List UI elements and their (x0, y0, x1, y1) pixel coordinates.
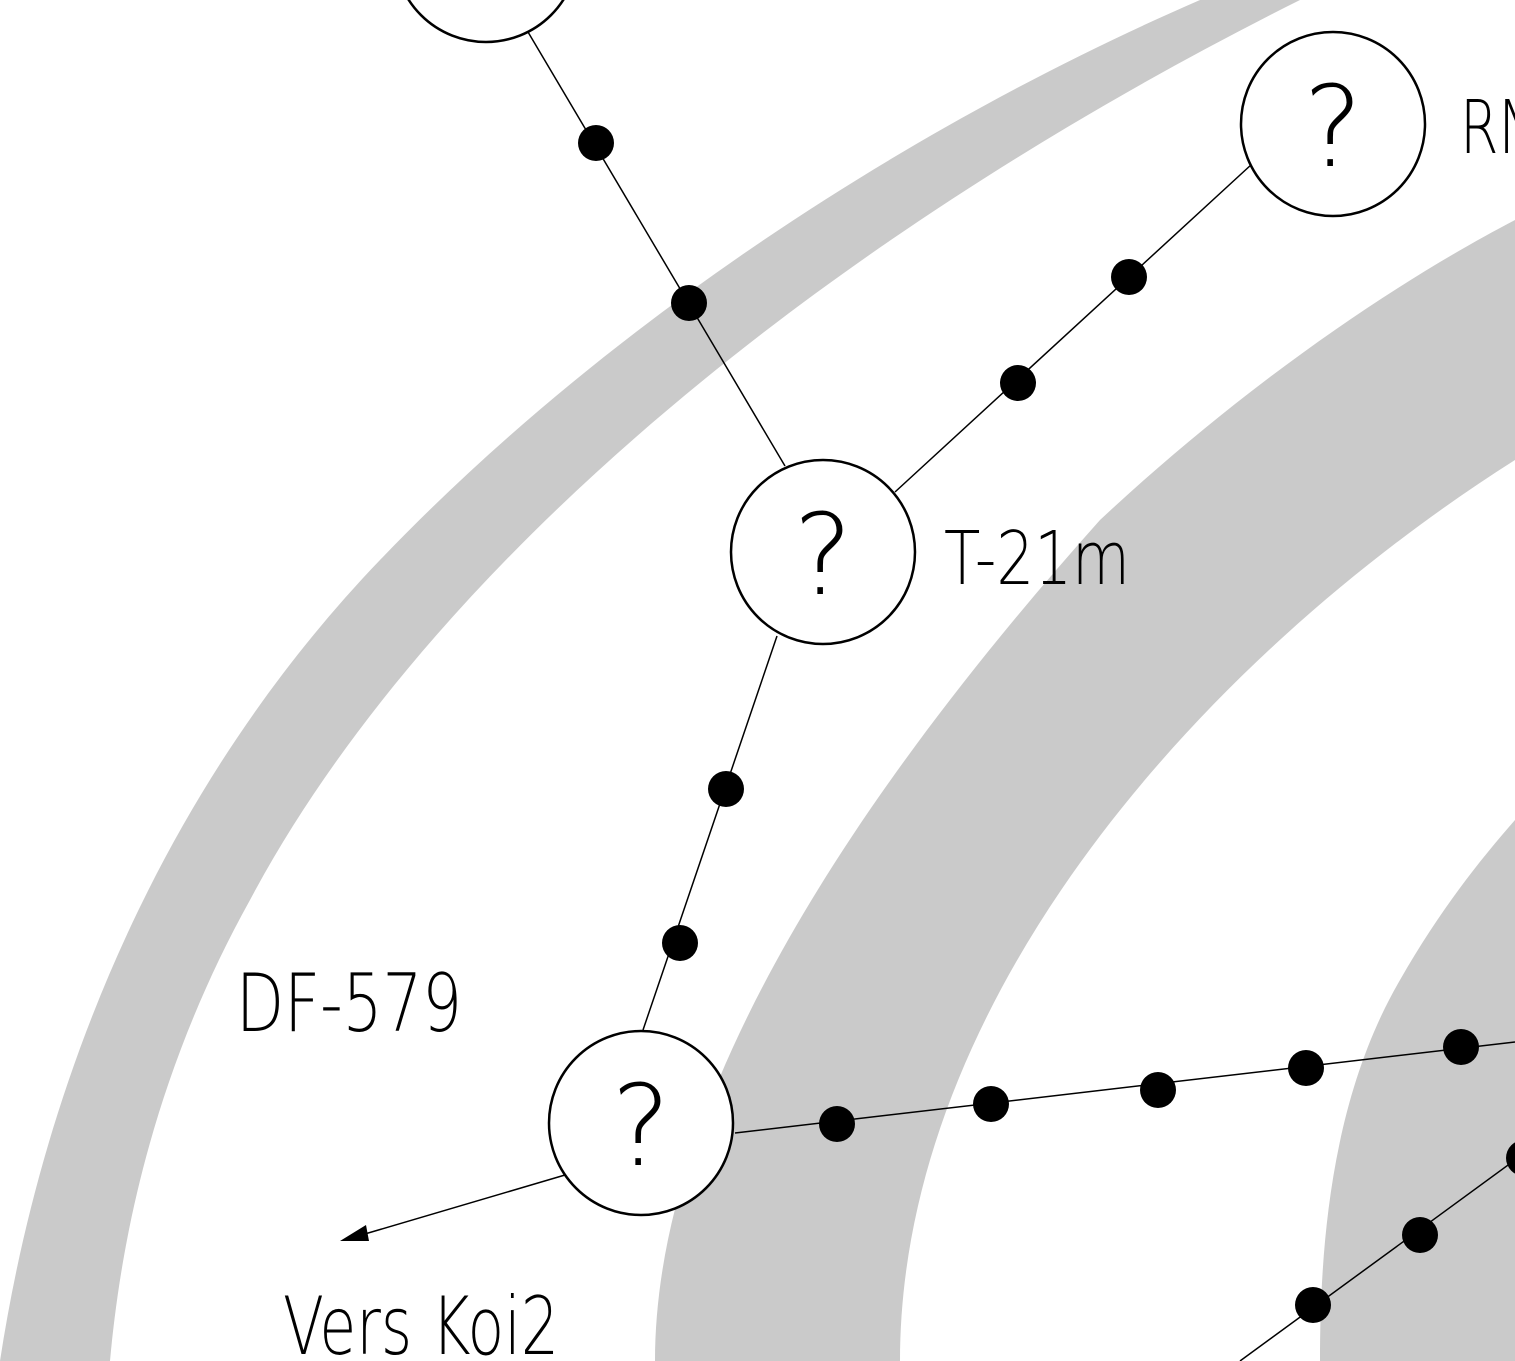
system-label-df579: DF-579 (236, 957, 462, 1050)
route-df579-east (734, 1041, 1515, 1134)
system-circle (547, 1029, 735, 1217)
waypoint (1111, 259, 1147, 295)
waypoint (1506, 1142, 1515, 1174)
waypoints (578, 125, 1515, 1323)
system-label-rn: RN (1460, 85, 1515, 171)
waypoint (1295, 1287, 1331, 1323)
system-node-df579[interactable]: ? (547, 1029, 735, 1217)
unknown-system-symbol: ? (1303, 63, 1362, 193)
unknown-system-symbol: ? (611, 1062, 670, 1192)
exit-label-koi2: Vers Koi2 (283, 1280, 559, 1361)
route-exit-koi2 (357, 1174, 566, 1237)
waypoint (973, 1086, 1009, 1122)
exit-arrow-head (340, 1225, 369, 1241)
waypoint (1443, 1029, 1479, 1065)
route-top-to-t21m (527, 31, 786, 467)
waypoint (578, 125, 614, 161)
system-node-rn[interactable]: ? (1239, 30, 1427, 218)
waypoint (819, 1106, 855, 1142)
routes (357, 31, 1515, 1361)
system-circle (407, 0, 565, 44)
system-label-t21m: T-21m (944, 516, 1130, 602)
system-node-t21m[interactable]: ? (729, 458, 917, 646)
system-circle (1239, 30, 1427, 218)
unknown-system-symbol: ? (793, 491, 852, 621)
route-rn-to-t21m (894, 163, 1253, 493)
system-node-top[interactable]: ? (394, 0, 578, 44)
system-circle (729, 458, 917, 646)
waypoint (1000, 365, 1036, 401)
waypoint (708, 771, 744, 807)
waypoint (662, 925, 698, 961)
route-southeast (1239, 1159, 1515, 1361)
orbit-band-middle (655, 220, 1515, 1361)
waypoint (1288, 1050, 1324, 1086)
waypoint (1140, 1072, 1176, 1108)
orbit-band-inner (1320, 820, 1515, 1361)
unknown-system-symbol: ? (456, 0, 515, 10)
route-t21m-to-df579 (642, 635, 778, 1031)
waypoint (1402, 1217, 1438, 1253)
waypoint (671, 285, 707, 321)
